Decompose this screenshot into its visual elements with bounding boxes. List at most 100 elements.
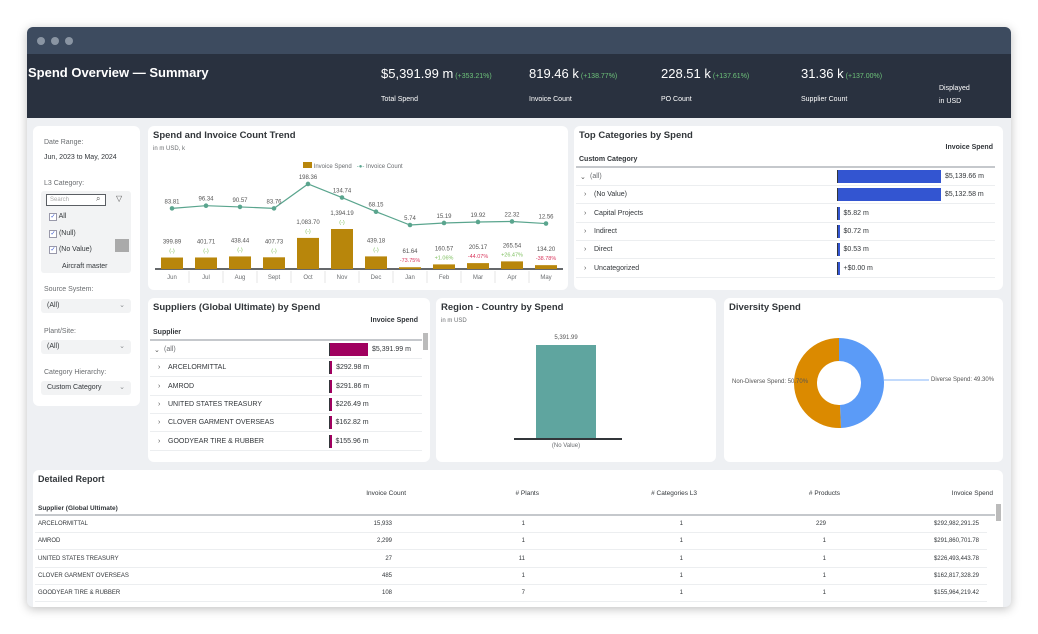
invoice-count-point — [271, 206, 277, 211]
kpi-total-spend: $5,391.99 m (+353.21%) Total Spend — [381, 66, 492, 103]
l3-search-input[interactable]: Search — [46, 194, 106, 206]
suppliers-row[interactable]: › AMROD $291.86 m — [150, 378, 422, 396]
search-icon[interactable]: ⌕ — [96, 194, 101, 203]
chevron-right-icon[interactable]: › — [584, 264, 587, 272]
chevron-right-icon[interactable]: › — [158, 437, 161, 445]
bar-change-label: -73.75% — [400, 258, 421, 264]
table-row[interactable]: GOODYEAR TIRE & RUBBER 108 7 1 1 $155,964,219… — [35, 585, 987, 603]
window-maximize-button[interactable] — [65, 37, 73, 45]
suppliers-row[interactable]: ⌄ (all) $5,391.99 m — [150, 341, 422, 359]
chevron-right-icon[interactable]: › — [158, 400, 161, 408]
bar-change-label: +26.47% — [501, 252, 523, 258]
row-label: AMROD — [168, 382, 195, 390]
window-minimize-button[interactable] — [51, 37, 59, 45]
line-value-label: 90.57 — [232, 198, 248, 204]
categories-row[interactable]: › Indirect $0.72 m — [576, 223, 995, 241]
spend-bar — [263, 257, 285, 269]
legend-swatch-spend — [303, 162, 312, 168]
table-row[interactable]: ARCELORMITTAL 15,933 1 1 229 $292,982,291.25 — [35, 516, 987, 533]
categories-row[interactable]: › (No Value) $5,132.58 m — [576, 186, 995, 205]
bar-axis — [329, 416, 331, 430]
row-value: $0.72 m — [843, 227, 869, 235]
chevron-right-icon[interactable]: › — [584, 191, 587, 199]
chevron-down-icon[interactable]: ⌄ — [580, 174, 586, 181]
categories-row[interactable]: › Direct $0.53 m — [576, 241, 995, 260]
value-cell: 1 — [679, 538, 683, 545]
spend-bar — [838, 243, 840, 257]
source-system-select[interactable]: (All) ⌄ — [41, 299, 131, 313]
row-value: $226.49 m — [335, 400, 369, 408]
categories-row[interactable]: › Capital Projects $5.82 m — [576, 205, 995, 223]
bar-change-label: (-) — [203, 248, 209, 254]
table-row[interactable]: AMROD 2,299 1 1 1 $291,860,701.78 — [35, 533, 987, 551]
suppliers-scrollbar[interactable] — [423, 333, 428, 350]
value-cell: 1 — [521, 538, 525, 545]
categories-table: ⌄ (all) $5,139.66 m › (No Value) $5,132.5… — [576, 166, 995, 278]
diversity-donut-chart — [794, 338, 929, 428]
trend-chart: 399.89 (-) Jun 401.71 (-) Jul 438.44 (-) Aug 407.… — [155, 175, 563, 283]
window-close-button[interactable] — [37, 37, 45, 45]
filter-panel: Date Range: Jun, 2023 to May, 2024 L3 Ca… — [33, 126, 140, 406]
value-cell: $226,493,443.78 — [933, 555, 979, 562]
chevron-right-icon[interactable]: › — [584, 227, 587, 235]
l3-item-aircraft[interactable]: Aircraft master — [62, 263, 108, 270]
bar-value-label: 1,394.19 — [330, 211, 354, 217]
l3-item-null[interactable]: ✓ (Null) — [49, 230, 76, 238]
currency-note: Displayed in USD — [939, 85, 970, 105]
spend-bar — [399, 267, 421, 269]
table-row[interactable]: CLOVER GARMENT OVERSEAS 485 1 1 1 $162,817,32… — [35, 568, 987, 585]
chevron-right-icon[interactable]: › — [584, 209, 587, 217]
value-cell: $291,860,701.78 — [933, 538, 979, 545]
suppliers-table: ⌄ (all) $5,391.99 m › ARCELORMITTAL $292.… — [150, 339, 422, 451]
region-bar[interactable] — [536, 345, 596, 438]
invoice-count-point — [237, 204, 243, 210]
spend-bar — [330, 434, 332, 448]
suppliers-row[interactable]: › UNITED STATES TREASURY $226.49 m — [150, 396, 422, 414]
spend-bar — [365, 256, 387, 269]
chevron-right-icon[interactable]: › — [158, 382, 161, 390]
app-window: Spend Overview — Summary $5,391.99 m (+35… — [27, 27, 1011, 607]
row-label: Direct — [594, 246, 613, 254]
bar-value-label: 407.73 — [265, 239, 284, 245]
categories-row[interactable]: ⌄ (all) $5,139.66 m — [576, 168, 995, 186]
line-value-label: 5.74 — [404, 216, 416, 222]
top-categories-panel: Top Categories by Spend Invoice Spend Cu… — [574, 126, 1003, 290]
supplier-cell: ARCELORMITTAL — [38, 521, 88, 527]
value-cell: 11 — [518, 555, 525, 562]
category-hierarchy-select[interactable]: Custom Category ⌄ — [41, 381, 131, 395]
date-range-value[interactable]: Jun, 2023 to May, 2024 — [44, 154, 117, 161]
spend-bar — [330, 361, 333, 375]
chevron-down-icon[interactable]: ⌄ — [154, 347, 160, 354]
bar-value-label: 134.20 — [537, 247, 556, 253]
spend-bar — [331, 229, 353, 269]
report-scrollbar[interactable] — [996, 504, 1001, 521]
spend-bar — [838, 188, 941, 202]
bar-axis — [837, 188, 839, 202]
spend-bar — [535, 265, 557, 269]
categories-row[interactable]: › Uncategorized +$0.00 m — [576, 260, 995, 278]
plant-site-select[interactable]: (All) ⌄ — [41, 340, 131, 354]
diverse-slice — [839, 338, 884, 428]
chevron-right-icon[interactable]: › — [158, 364, 161, 372]
region-bar-label: 5,391.99 — [554, 335, 578, 341]
filter-icon[interactable]: ▽ — [116, 194, 123, 203]
bar-axis — [329, 397, 331, 411]
kpi-supplier-count: 31.36 k (+137.00%) Supplier Count — [801, 66, 883, 103]
bar-axis — [329, 379, 331, 393]
suppliers-row[interactable]: › ARCELORMITTAL $292.98 m — [150, 359, 422, 378]
x-tick-label: Apr — [507, 275, 516, 281]
l3-item-no-value[interactable]: ✓ (No Value) — [49, 246, 92, 254]
non-diverse-label: Non-Diverse Spend: 50.70% — [732, 379, 809, 385]
chevron-right-icon[interactable]: › — [158, 419, 161, 427]
report-table: ARCELORMITTAL 15,933 1 1 229 $292,982,291.25 A… — [35, 514, 995, 603]
invoice-count-line — [171, 183, 547, 226]
x-tick-label: Feb — [439, 275, 450, 281]
suppliers-row[interactable]: › CLOVER GARMENT OVERSEAS $162.82 m — [150, 414, 422, 433]
list-scrollbar[interactable] — [115, 239, 129, 252]
kpi-invoice-count: 819.46 k (+138.77%) Invoice Count — [529, 66, 618, 103]
table-row[interactable]: UNITED STATES TREASURY 27 11 1 1 $226,493,443… — [35, 551, 987, 568]
chevron-right-icon[interactable]: › — [584, 246, 587, 254]
l3-item-all[interactable]: ✓ All — [49, 213, 67, 221]
suppliers-row[interactable]: › GOODYEAR TIRE & RUBBER $155.96 m — [150, 433, 422, 451]
spend-bar — [330, 343, 368, 356]
